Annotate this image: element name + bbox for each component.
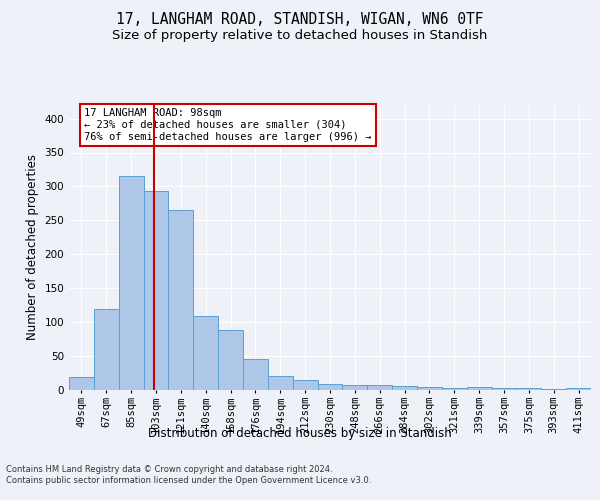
Bar — [268, 376, 293, 390]
Text: Distribution of detached houses by size in Standish: Distribution of detached houses by size … — [148, 428, 452, 440]
Bar — [392, 386, 417, 390]
Bar — [491, 388, 517, 390]
Bar — [143, 190, 169, 390]
Bar — [442, 388, 467, 390]
Bar — [517, 388, 541, 390]
Bar — [417, 388, 442, 390]
Text: Contains HM Land Registry data © Crown copyright and database right 2024.: Contains HM Land Registry data © Crown c… — [6, 465, 332, 474]
Bar — [94, 308, 119, 390]
Bar — [169, 210, 193, 390]
Bar — [193, 316, 218, 390]
Bar — [293, 380, 317, 390]
Text: 17, LANGHAM ROAD, STANDISH, WIGAN, WN6 0TF: 17, LANGHAM ROAD, STANDISH, WIGAN, WN6 0… — [116, 12, 484, 28]
Bar — [69, 377, 94, 390]
Y-axis label: Number of detached properties: Number of detached properties — [26, 154, 39, 340]
Bar — [367, 385, 392, 390]
Bar — [243, 360, 268, 390]
Text: 17 LANGHAM ROAD: 98sqm
← 23% of detached houses are smaller (304)
76% of semi-de: 17 LANGHAM ROAD: 98sqm ← 23% of detached… — [84, 108, 371, 142]
Text: Size of property relative to detached houses in Standish: Size of property relative to detached ho… — [112, 29, 488, 42]
Bar — [119, 176, 143, 390]
Text: Contains public sector information licensed under the Open Government Licence v3: Contains public sector information licen… — [6, 476, 371, 485]
Bar — [467, 386, 491, 390]
Bar — [317, 384, 343, 390]
Bar — [343, 384, 367, 390]
Bar — [566, 388, 591, 390]
Bar — [218, 330, 243, 390]
